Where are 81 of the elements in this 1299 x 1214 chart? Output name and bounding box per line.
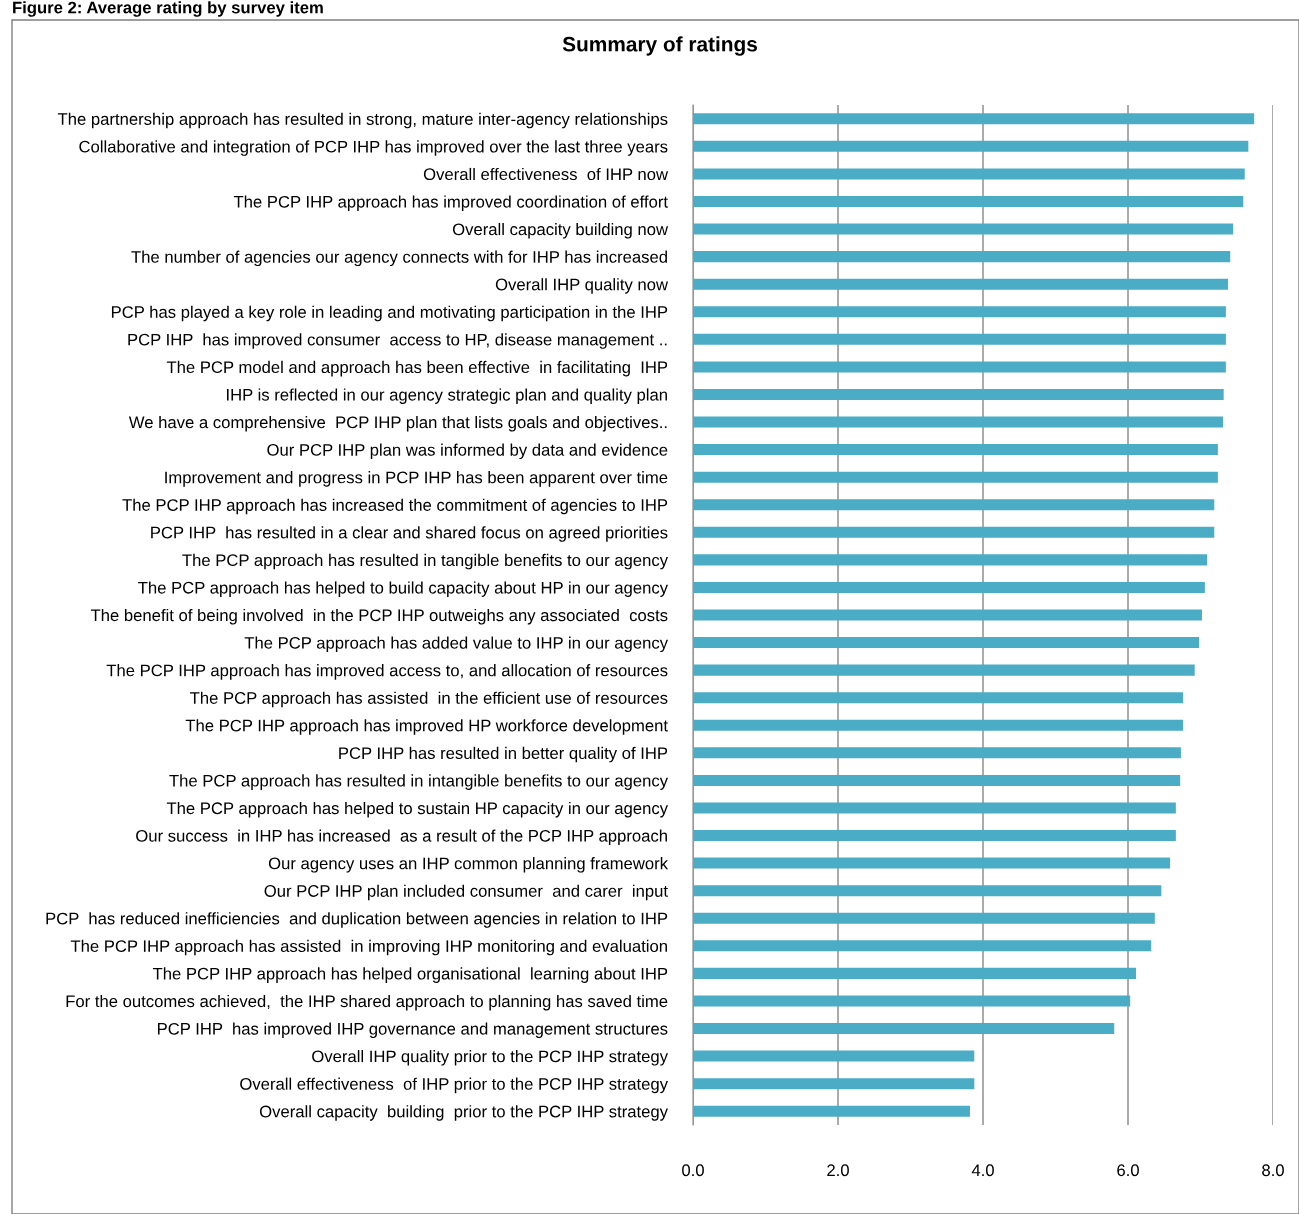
- y-tick-label: PCP IHP has resulted in a clear and shared focus on agreed priorities: [151, 526, 668, 542]
- y-tick-label: The benefit of being involved in the PCP IHP outweighs any associated costs: [90, 608, 668, 625]
- y-tick-label: The PCP approach has helped to sustain HP capacity in our agency: [166, 801, 668, 818]
- y-tick-label: The PCP model and approach has been effective in facilitating IHP: [166, 360, 668, 377]
- y-tick-label: The PCP approach has added value to IHP in our agency: [244, 636, 668, 653]
- y-tick-label: The PCP IHP approach has improved coordination of effort: [233, 195, 668, 211]
- bar: [693, 774, 1181, 786]
- bar: [693, 581, 1205, 593]
- bar: [693, 113, 1255, 125]
- y-tick-label: PCP IHP has improved IHP governance and management structures: [157, 1022, 668, 1039]
- bar: [693, 416, 1223, 428]
- y-tick-label: IHP is reflected in our agency strategic plan and quality plan: [227, 388, 667, 404]
- y-tick-label: Overall capacity building prior to the PCP IHP strategy: [259, 1105, 668, 1121]
- y-tick-label: For the outcomes achieved, the IHP shared approach to planning has saved time: [66, 994, 668, 1011]
- bar: [693, 471, 1218, 483]
- bar: [693, 361, 1226, 373]
- bar: [693, 940, 1152, 952]
- y-tick-label: The PCP approach has assisted in the efficient use of resources: [190, 691, 668, 708]
- y-tick-label: The PCP IHP approach has helped organisational learning about IHP: [152, 967, 668, 983]
- bar: [693, 747, 1181, 759]
- bar: [693, 1050, 975, 1062]
- bar: [693, 664, 1195, 676]
- x-tick-label: 8.0: [1262, 1164, 1284, 1177]
- y-tick-label: The PCP IHP approach has improved access to, and allocation of resources: [106, 664, 668, 680]
- y-tick-label: The PCP IHP approach has increased the commitment of agencies to IHP: [122, 498, 668, 515]
- bar: [693, 444, 1218, 456]
- bar: [693, 1078, 975, 1090]
- x-tick-label: 0.0: [682, 1164, 704, 1177]
- bar: [693, 223, 1234, 235]
- bar: [693, 526, 1215, 538]
- y-tick-label: Our PCP IHP plan included consumer and carer input: [264, 884, 668, 901]
- y-tick-label: Overall IHP quality prior to the PCP IHP strategy: [312, 1050, 668, 1066]
- bar: [693, 802, 1176, 814]
- bar: [693, 306, 1226, 318]
- bar: [693, 251, 1231, 263]
- y-tick-label: Overall effectiveness of IHP now: [423, 167, 669, 181]
- y-tick-label: The partnership approach has resulted in strong, mature inter-agency relationships: [57, 112, 668, 129]
- caption: Figure 2: Average rating by survey item: [13, 1, 323, 17]
- bar: [693, 388, 1224, 400]
- bar: [693, 967, 1136, 979]
- y-tick-label: Overall IHP quality now: [495, 278, 669, 294]
- y-tick-label: The PCP approach has resulted in intangible benefits to our agency: [169, 774, 668, 790]
- bar: [693, 912, 1155, 924]
- x-tick-label: 2.0: [827, 1164, 849, 1177]
- bar: [693, 609, 1202, 621]
- y-tick-label: PCP IHP has improved consumer access to HP, disease management ..: [128, 333, 667, 349]
- y-tick-label: The PCP approach has helped to build capacity about HP in our agency: [138, 581, 668, 597]
- bar: [693, 857, 1171, 869]
- bar: [693, 885, 1162, 897]
- bar: [693, 168, 1245, 180]
- y-tick-label: Improvement and progress in PCP IHP has been apparent over time: [165, 471, 668, 487]
- bar: [693, 1023, 1115, 1035]
- bar: [693, 554, 1208, 566]
- y-tick-label: PCP has reduced inefficiencies and duplication between agencies in relation to IHP: [46, 912, 668, 928]
- bar: [693, 995, 1131, 1007]
- y-tick-label: Collaborative and integration of PCP IHP has improved over the last three years: [79, 140, 668, 156]
- y-tick-label: PCP IHP has resulted in better quality of IHP: [339, 746, 668, 763]
- y-tick-label: Our agency uses an IHP common planning framework: [268, 857, 669, 873]
- bar: [693, 692, 1184, 704]
- chart-title: Summary of ratings: [562, 36, 757, 56]
- bar: [693, 333, 1226, 345]
- y-tick-label: Our success in IHP has increased as a result of the PCP IHP approach: [136, 829, 667, 846]
- bar: [693, 499, 1215, 511]
- bar: [693, 278, 1229, 290]
- y-tick-label: PCP has played a key role in leading and motivating participation in the IHP: [111, 305, 668, 322]
- bar: [693, 637, 1200, 649]
- x-tick-label: 6.0: [1117, 1164, 1139, 1177]
- y-tick-label: Overall effectiveness of IHP prior to the PCP IHP strategy: [240, 1077, 668, 1094]
- y-tick-label: The number of agencies our agency connects with for IHP has increased: [131, 250, 667, 267]
- y-tick-label: Overall capacity building now: [452, 223, 669, 239]
- y-tick-label: We have a comprehensive PCP IHP plan that lists goals and objectives..: [128, 415, 667, 432]
- bar: [693, 140, 1249, 152]
- y-tick-label: The PCP IHP approach has assisted in improving IHP monitoring and evaluation: [70, 939, 667, 956]
- y-tick-label: The PCP IHP approach has improved HP workforce development: [185, 719, 668, 735]
- y-tick-label: The PCP approach has resulted in tangible benefits to our agency: [182, 553, 668, 570]
- x-tick-label: 4.0: [971, 1164, 994, 1177]
- bar: [693, 830, 1176, 842]
- bar: [693, 1105, 970, 1117]
- bar: [693, 195, 1244, 207]
- bar: [693, 719, 1184, 731]
- y-tick-label: Our PCP IHP plan was informed by data and evidence: [267, 443, 668, 460]
